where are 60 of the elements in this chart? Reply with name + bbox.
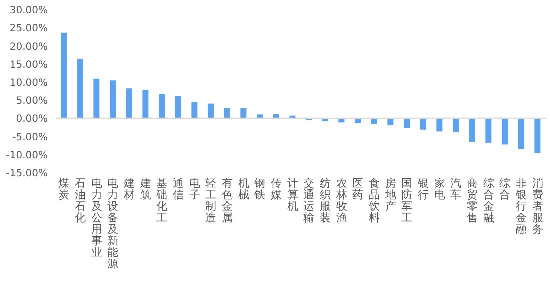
x-tick-label: 计算机 (287, 177, 298, 213)
x-tick-label: 商贸零售 (467, 177, 478, 224)
y-tick-label: 0.00% (16, 114, 48, 126)
bar (502, 118, 508, 145)
y-tick-label: 25.00% (10, 24, 48, 35)
bar (61, 32, 67, 119)
x-tick-label: 电力设备及新能源 (108, 177, 119, 270)
bar (126, 88, 132, 119)
bar (94, 78, 100, 119)
y-tick-label: 15.00% (10, 60, 48, 71)
x-tick-label: 家电 (434, 177, 446, 202)
bar (77, 59, 84, 119)
x-tick-label: 汽车 (450, 177, 462, 202)
x-tick-label: 消费者服务 (532, 177, 544, 236)
x-tick-label: 建材 (123, 177, 135, 202)
bar (420, 118, 426, 130)
bar (486, 118, 492, 143)
x-tick-label: 农林牧渔 (335, 177, 348, 224)
x-tick-label: 有色金属 (222, 177, 233, 224)
x-tick-label: 食品饮料 (368, 177, 380, 224)
x-tick-label: 交通运输 (304, 177, 315, 224)
y-tick-label: 30.00% (10, 6, 48, 17)
x-tick-label: 纺织服装 (320, 177, 331, 224)
x-tick-label: 医药 (352, 177, 364, 202)
y-tick-label: 20.00% (10, 42, 48, 53)
bar (110, 80, 116, 119)
x-tick-label: 电子 (189, 177, 200, 202)
y-tick-label: 5.00% (16, 96, 48, 108)
y-tick-label: -5.00% (12, 132, 48, 144)
x-tick-label: 非银行金融 (515, 177, 527, 236)
x-tick-label: 综合金融 (483, 177, 494, 224)
x-tick-label: 机械 (238, 177, 250, 202)
bar (240, 108, 247, 119)
x-tick-label: 电力及公用事业 (91, 177, 102, 259)
bar (142, 90, 149, 119)
x-tick-label: 国防军工 (402, 177, 413, 224)
x-tick-label: 房地产 (384, 177, 396, 213)
bar (453, 118, 459, 132)
x-tick-label: 银行 (417, 177, 429, 202)
y-tick-label: -15.00% (6, 168, 48, 180)
y-tick-label: 10.00% (10, 78, 48, 89)
x-tick-label: 通信 (173, 177, 184, 202)
bar (224, 108, 230, 119)
bar (192, 102, 198, 119)
bar (518, 118, 524, 150)
x-tick-label: 石油石化 (75, 177, 86, 224)
bar (159, 94, 165, 119)
bar (175, 96, 182, 119)
x-tick-label: 煤炭 (58, 177, 70, 202)
bar (436, 118, 443, 132)
x-tick-label: 传媒 (271, 177, 282, 202)
bar (534, 118, 541, 154)
x-tick-label: 基础化工 (156, 177, 168, 224)
x-tick-label: 钢铁 (254, 177, 266, 202)
x-tick-label: 综合 (500, 177, 511, 202)
bar (208, 104, 214, 119)
y-tick-label: -10.00% (6, 150, 48, 162)
x-tick-label: 轻工制造 (206, 177, 217, 224)
bar (469, 118, 476, 142)
x-tick-label: 建筑 (139, 177, 152, 202)
